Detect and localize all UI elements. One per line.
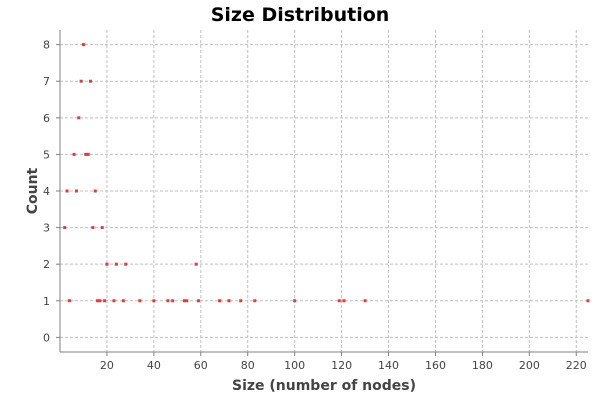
data-point [100,226,104,230]
data-point [93,189,97,193]
y-tick-label: 2 [43,258,50,271]
data-point [96,299,100,303]
data-point [194,262,198,266]
data-point [81,43,85,47]
data-points [63,43,590,303]
data-point [363,299,367,303]
data-point [182,299,186,303]
data-point [171,299,175,303]
y-tick-label: 4 [43,185,50,198]
data-point [65,189,69,193]
data-point [218,299,222,303]
y-axis-ticks: 0 1 2 3 4 5 6 7 8 [43,39,60,344]
y-tick-label: 6 [43,112,50,125]
x-tick-label: 180 [472,359,493,372]
y-tick-label: 0 [43,331,50,344]
y-tick-label: 7 [43,75,50,88]
x-tick-label: 20 [100,359,114,372]
x-tick-label: 160 [425,359,446,372]
data-point [79,79,83,83]
data-point [293,299,297,303]
y-tick-label: 3 [43,222,50,235]
data-point [586,299,590,303]
data-point [185,299,189,303]
data-point [138,299,142,303]
data-point [196,299,200,303]
data-point [84,152,88,156]
plot-area: 20 40 60 80 100 120 140 160 180 200 220 0 1 2 3 4 5 6 7 8 [43,30,590,372]
data-point [72,152,76,156]
x-tick-label: 60 [194,359,208,372]
data-point [253,299,257,303]
data-point [152,299,156,303]
data-point [121,299,125,303]
y-gridlines [60,44,588,338]
x-tick-label: 80 [241,359,255,372]
data-point [89,79,93,83]
data-point [227,299,231,303]
x-tick-label: 140 [378,359,399,372]
y-tick-label: 8 [43,39,50,52]
x-tick-label: 120 [331,359,352,372]
data-point [63,226,67,230]
data-point [105,262,109,266]
x-axis-ticks: 20 40 60 80 100 120 140 160 180 200 220 [100,352,587,372]
data-point [67,299,71,303]
data-point [77,116,81,120]
data-point [91,226,95,230]
data-point [74,189,78,193]
data-point [166,299,170,303]
data-point [337,299,341,303]
x-tick-label: 100 [284,359,305,372]
x-tick-label: 220 [566,359,587,372]
data-point [103,299,107,303]
x-axis-label: Size (number of nodes) [232,378,416,394]
data-point [86,152,90,156]
data-point [98,299,102,303]
y-tick-label: 5 [43,148,50,161]
data-point [342,299,346,303]
x-tick-label: 200 [519,359,540,372]
data-point [239,299,243,303]
plot-background [60,30,588,352]
y-axis-label: Count [25,167,41,214]
data-point [114,262,118,266]
chart-title: Size Distribution [211,4,390,26]
x-tick-label: 40 [147,359,161,372]
data-point [112,299,116,303]
data-point [124,262,128,266]
y-tick-label: 1 [43,295,50,308]
